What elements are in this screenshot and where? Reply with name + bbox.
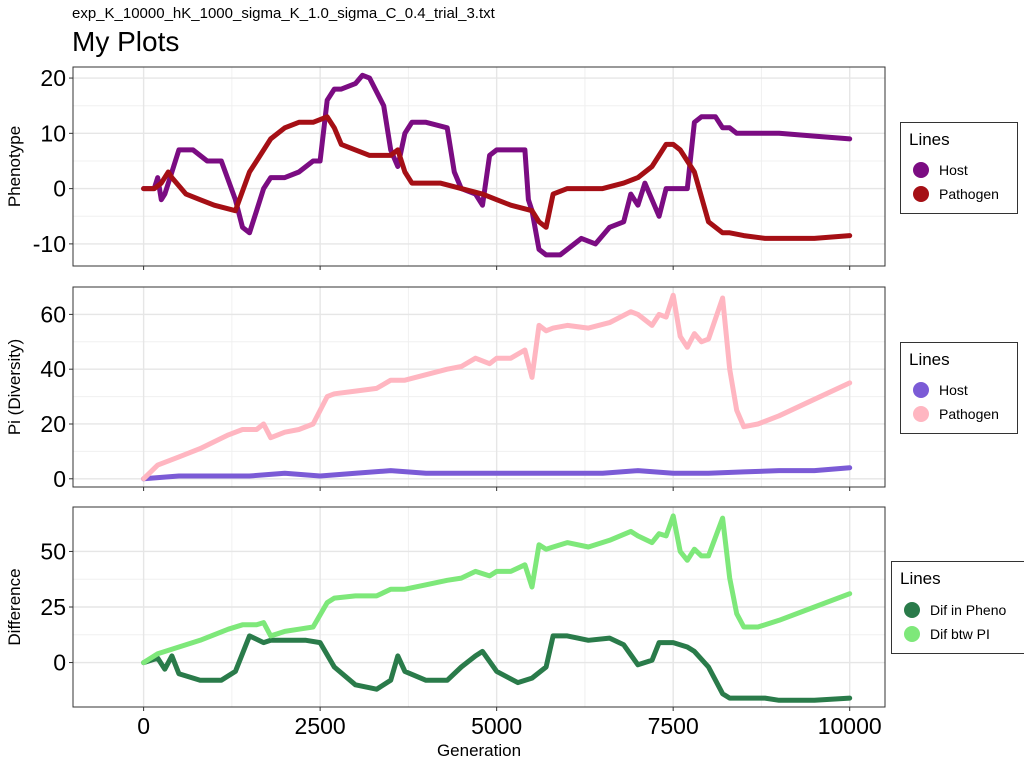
legend-title: Lines	[909, 350, 950, 369]
y-axis-label: Phenotype	[5, 126, 24, 207]
series-line-dif-in-pheno	[141, 633, 853, 703]
legend-item-pathogen: Pathogen	[909, 404, 999, 424]
legend-item-host: Host	[909, 160, 968, 180]
legend-label-host: Host	[939, 162, 968, 178]
page-title: My Plots	[72, 26, 180, 57]
x-tick-label: 0	[137, 713, 150, 739]
series-line-host	[141, 465, 853, 482]
legend-swatch-dif-pheno	[904, 602, 920, 618]
y-tick-label: -10	[33, 231, 66, 257]
y-tick-label: 50	[40, 538, 66, 564]
legend-swatch-pathogen	[913, 186, 929, 202]
legend-label-host: Host	[939, 382, 968, 398]
y-axis-label: Pi (Diversity)	[5, 339, 24, 435]
y-tick-label: 20	[40, 411, 66, 437]
legend-difference: Lines Dif in Pheno Dif btw PI	[891, 561, 1024, 654]
legend-label-pathogen: Pathogen	[939, 406, 999, 422]
y-tick-label: 20	[40, 65, 66, 91]
y-tick-label: 0	[53, 650, 66, 676]
legend-title: Lines	[909, 130, 950, 149]
panel-border	[72, 286, 886, 488]
x-tick-label: 2500	[295, 713, 346, 739]
legend-item-host: Host	[909, 380, 968, 400]
y-tick-label: 0	[53, 176, 66, 202]
legend-phenotype: Lines Host Pathogen	[900, 122, 1018, 214]
x-tick-label: 5000	[471, 713, 522, 739]
legend-swatch-host	[913, 162, 929, 178]
legend-label-pathogen: Pathogen	[939, 186, 999, 202]
legend-swatch-dif-pi	[904, 626, 920, 642]
legend-item-pathogen: Pathogen	[909, 184, 999, 204]
legend-title: Lines	[900, 569, 941, 588]
legend-item-dif-pi: Dif btw PI	[900, 624, 990, 644]
y-axis-label: Difference	[5, 568, 24, 645]
series-line-pathogen	[141, 114, 853, 241]
series-line-dif-btw-pi	[141, 513, 853, 666]
x-tick-label: 10000	[818, 713, 882, 739]
panel-border	[72, 66, 886, 267]
legend-label-dif-pi: Dif btw PI	[930, 626, 990, 642]
legend-swatch-host	[913, 382, 929, 398]
legend-label-dif-pheno: Dif in Pheno	[930, 602, 1007, 618]
legend-item-dif-pheno: Dif in Pheno	[900, 600, 1006, 620]
x-tick-label: 7500	[648, 713, 699, 739]
legend-diversity: Lines Host Pathogen	[900, 342, 1018, 434]
y-tick-label: 10	[40, 120, 66, 146]
file-subtitle: exp_K_10000_hK_1000_sigma_K_1.0_sigma_C_…	[72, 5, 495, 22]
x-axis-label: Generation	[437, 741, 521, 760]
y-tick-label: 60	[40, 301, 66, 327]
y-tick-label: 40	[40, 356, 66, 382]
series-line-pathogen	[141, 292, 853, 482]
legend-swatch-pathogen	[913, 406, 929, 422]
y-tick-label: 25	[40, 594, 66, 620]
y-tick-label: 0	[53, 466, 66, 492]
